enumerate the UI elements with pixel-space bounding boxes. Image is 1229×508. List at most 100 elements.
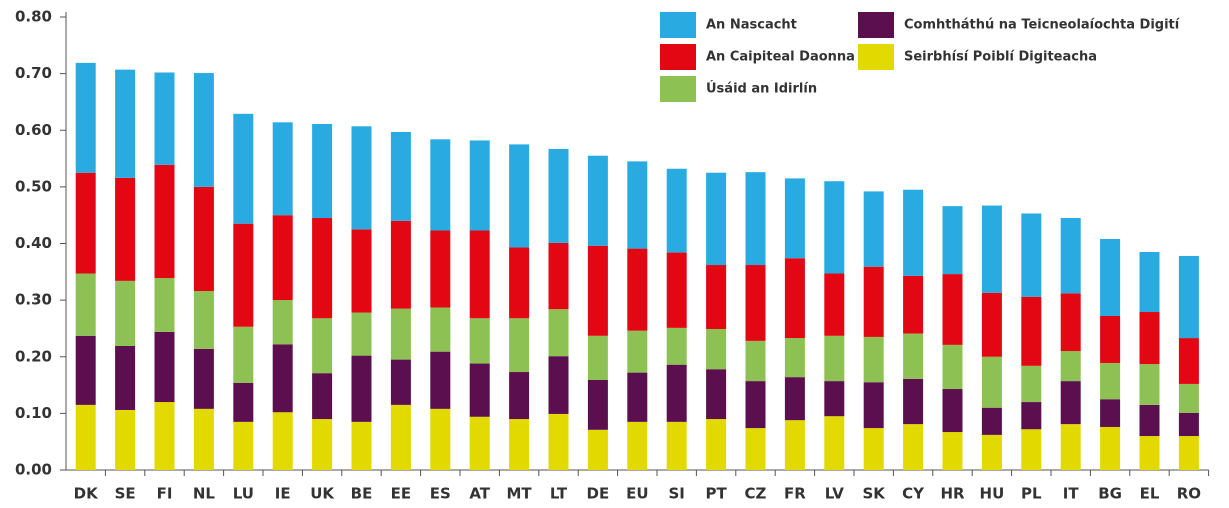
bar-segment	[351, 229, 372, 313]
x-tick-label: PT	[705, 485, 727, 503]
bar-segment	[509, 318, 530, 373]
bar-segment	[824, 335, 845, 382]
legend-swatch	[858, 44, 894, 70]
legend-label: Seirbhísí Poiblí Digiteacha	[904, 50, 1097, 65]
y-tick-label: 0.00	[15, 461, 52, 479]
bar-segment	[312, 373, 333, 420]
bar-segment	[627, 330, 648, 373]
legend-swatch	[660, 12, 696, 38]
bar-segment	[75, 62, 96, 173]
bar-segment	[1021, 402, 1042, 430]
bar-segment	[627, 161, 648, 249]
bar-segment	[824, 181, 845, 274]
x-tick-label: EL	[1140, 485, 1160, 503]
bar-segment	[627, 248, 648, 331]
x-tick-label: IT	[1063, 485, 1080, 503]
legend-label: An Caipiteal Daonna	[706, 50, 855, 65]
bar-segment	[193, 186, 214, 292]
bar-segment	[233, 382, 254, 422]
x-tick-label: DE	[587, 485, 610, 503]
bar-segment	[863, 428, 884, 470]
bar-segment	[1060, 351, 1081, 382]
bar-segment	[312, 419, 333, 470]
bar-segment	[312, 124, 333, 219]
x-tick-label: CZ	[745, 485, 767, 503]
x-tick-label: FR	[784, 485, 806, 503]
bar-segment	[706, 369, 727, 420]
bar-segment	[1021, 213, 1042, 297]
bar-segment	[981, 434, 1002, 470]
bar-segment	[469, 416, 490, 470]
bar-segment	[1100, 426, 1121, 470]
bar-segment	[587, 335, 608, 380]
bar-segment	[784, 420, 805, 470]
x-tick-label: NL	[193, 485, 216, 503]
bar-segment	[469, 140, 490, 231]
bar-segment	[115, 69, 136, 178]
y-tick-label: 0.50	[15, 177, 52, 195]
bar-segment	[193, 348, 214, 409]
bar-segment	[390, 308, 411, 360]
bar-segment	[784, 377, 805, 421]
bar-segment	[824, 416, 845, 470]
bar-segment	[351, 312, 372, 356]
x-tick-label: PL	[1021, 485, 1042, 503]
bar-segment	[75, 404, 96, 470]
bar-segment	[863, 266, 884, 337]
bar-segment	[1060, 293, 1081, 352]
bar-segment	[75, 273, 96, 336]
y-tick-label: 0.40	[15, 234, 52, 252]
bar-segment	[745, 172, 766, 266]
bar-segment	[903, 424, 924, 470]
bar-segment	[233, 223, 254, 327]
x-tick-label: BG	[1098, 485, 1122, 503]
bar-segment	[1060, 381, 1081, 425]
bar-segment	[942, 389, 963, 433]
bar-segment	[75, 172, 96, 274]
bar-segment	[154, 402, 175, 470]
bar-segment	[903, 333, 924, 379]
bar-segment	[666, 252, 687, 328]
bar-segment	[942, 206, 963, 275]
bar-segment	[154, 72, 175, 165]
y-tick-label: 0.60	[15, 121, 52, 139]
bar-segment	[745, 340, 766, 382]
bar-segment	[548, 413, 569, 470]
x-tick-label: LU	[233, 485, 254, 503]
bar-segment	[706, 419, 727, 470]
bar-segment	[1178, 338, 1199, 384]
bar-segment	[469, 363, 490, 417]
bar-segment	[351, 355, 372, 422]
legend-label: Comhtháthú na Teicneolaíochta Digití	[904, 18, 1181, 33]
bar-segment	[903, 189, 924, 276]
x-tick-label: LV	[825, 485, 844, 503]
bar-segment	[509, 144, 530, 248]
bar-segment	[706, 265, 727, 330]
x-tick-label: IE	[275, 485, 291, 503]
bar-segment	[1139, 364, 1160, 405]
bar-segment	[233, 113, 254, 224]
bar-segment	[981, 292, 1002, 357]
bar-segment	[824, 381, 845, 417]
x-tick-label: DK	[74, 485, 99, 503]
bar-segment	[706, 329, 727, 370]
y-tick-label: 0.70	[15, 64, 52, 82]
bar-segment	[233, 326, 254, 383]
bar-segment	[666, 421, 687, 470]
bar-segment	[193, 73, 214, 187]
bar-segment	[1178, 255, 1199, 339]
bar-segment	[1139, 436, 1160, 470]
bar-segment	[587, 379, 608, 430]
bar-segment	[430, 307, 451, 352]
y-tick-label: 0.10	[15, 404, 52, 422]
bar-segment	[115, 177, 136, 281]
bar-segment	[1139, 251, 1160, 313]
bar-segment	[115, 345, 136, 410]
bar-segment	[469, 230, 490, 319]
bar-segment	[863, 382, 884, 429]
legend-label: An Nascacht	[706, 18, 797, 33]
bar-segment	[351, 126, 372, 230]
bar-segment	[272, 122, 293, 216]
bar-segment	[509, 419, 530, 470]
